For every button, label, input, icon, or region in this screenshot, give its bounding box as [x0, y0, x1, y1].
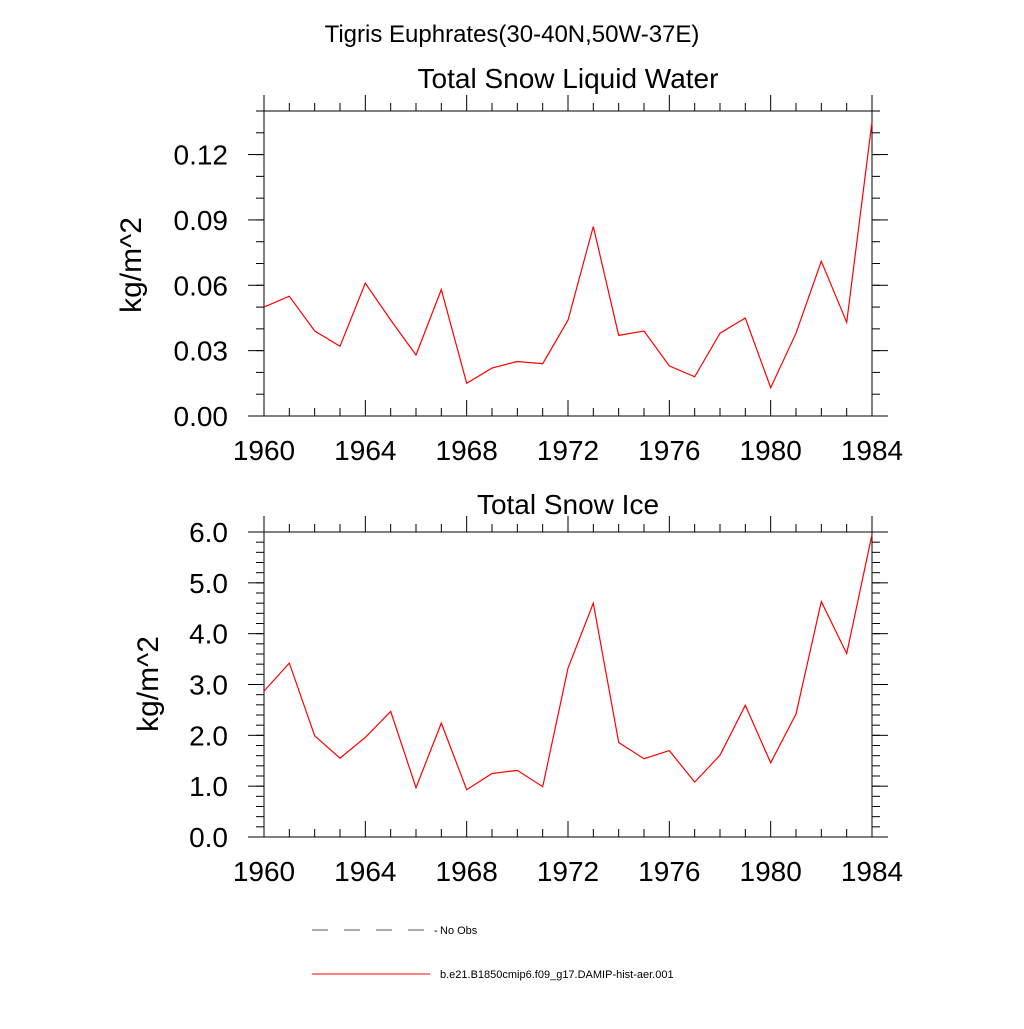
- series-line: [263, 534, 873, 791]
- x-tick-label: 1964: [334, 856, 396, 887]
- chart-title: Total Snow Ice: [477, 489, 659, 520]
- x-tick-label: 1984: [841, 435, 903, 466]
- series-lines: [263, 121, 873, 390]
- ticks: [248, 516, 888, 838]
- x-tick-label: 1972: [537, 435, 599, 466]
- series-lines: [263, 534, 873, 791]
- x-tick-label: 1964: [334, 435, 396, 466]
- x-tick-label: 1968: [436, 435, 498, 466]
- legend: No Obs - b.e21.B1850cmip6.f09_g17.DAMIP-…: [312, 925, 674, 981]
- x-tick-label: 1960: [233, 435, 295, 466]
- legend-label-no-obs: No Obs: [440, 925, 478, 937]
- plot-frame: [263, 531, 873, 838]
- x-tick-label: 1976: [638, 856, 700, 887]
- y-tick-label: 6.0: [189, 517, 228, 548]
- y-tick-label: 0.09: [174, 205, 229, 236]
- plot-frame: [263, 110, 873, 417]
- y-tick-label: 2.0: [189, 720, 228, 751]
- y-tick-label: 1.0: [189, 771, 228, 802]
- y-tick-label: 0.06: [174, 270, 229, 301]
- snow-ice-chart: Total Snow Ice kg/m^2 1960 1964 1968 1972 19…: [132, 489, 903, 887]
- series-line: [263, 121, 873, 390]
- chart-title: Total Snow Liquid Water: [418, 63, 719, 94]
- y-tick-label: 4.0: [189, 619, 228, 650]
- y-tick-label: 0.03: [174, 336, 229, 367]
- liquid-water-chart: Total Snow Liquid Water kg/m^2 1960 1964 1…: [115, 63, 903, 466]
- y-tick-label: 3.0: [189, 670, 228, 701]
- legend-label-model: b.e21.B1850cmip6.f09_g17.DAMIP-hist-aer.…: [440, 969, 674, 981]
- x-tick-label: 1968: [436, 856, 498, 887]
- x-tick-label: 1972: [537, 856, 599, 887]
- tick-labels: 1960 1964 1968 1972 1976 1980 1984 0.0 1.0 2.0 3.0…: [189, 517, 903, 887]
- y-tick-label: 5.0: [189, 568, 228, 599]
- x-tick-label: 1980: [740, 435, 802, 466]
- y-axis-label: kg/m^2: [132, 636, 165, 732]
- y-axis-label: kg/m^2: [115, 217, 148, 313]
- x-tick-label: 1984: [841, 856, 903, 887]
- figure-title: Tigris Euphrates(30-40N,50W-37E): [325, 21, 700, 48]
- ticks: [248, 95, 888, 417]
- legend-dash: -: [434, 925, 438, 937]
- x-tick-label: 1980: [740, 856, 802, 887]
- y-tick-label: 0.0: [189, 822, 228, 853]
- x-tick-label: 1976: [638, 435, 700, 466]
- x-tick-label: 1960: [233, 856, 295, 887]
- tick-labels: 1960 1964 1968 1972 1976 1980 1984 0.00 0.03 0.06…: [174, 140, 904, 466]
- y-tick-label: 0.12: [174, 140, 229, 171]
- y-tick-label: 0.00: [174, 401, 229, 432]
